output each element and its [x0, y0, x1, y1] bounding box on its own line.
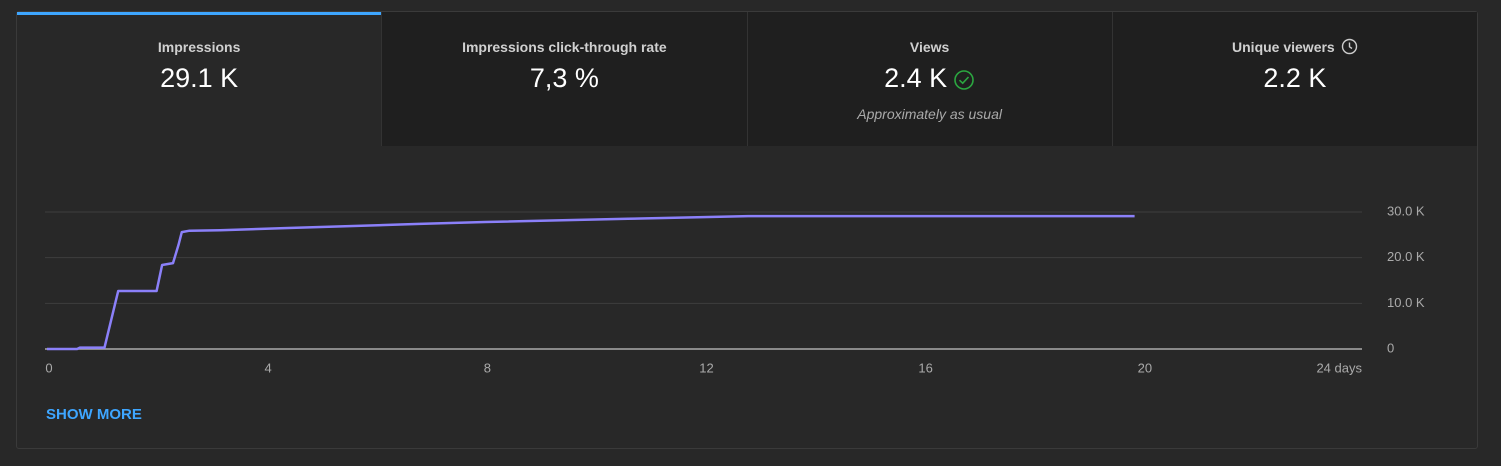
chart: 0 10.0 K 20.0 K 30.0 K 0 4 8 12 16 20 24 days: [45, 203, 1425, 375]
y-tick-label: 30.0 K: [1387, 203, 1425, 218]
metric-tab[interactable]: Views 2.4 K Approximately as usual: [746, 12, 1112, 146]
analytics-card: Impressions 29.1 K Impressions click-thr…: [16, 11, 1478, 449]
metric-label: Impressions click-through rate: [462, 39, 667, 55]
metric-value-row: 2.4 K: [748, 63, 1112, 94]
check-icon: [954, 70, 974, 90]
x-tick-label: 16: [918, 360, 932, 375]
x-tick-label: 20: [1138, 360, 1152, 375]
y-tick-label: 0: [1387, 340, 1394, 355]
metric-tab[interactable]: Impressions click-through rate 7,3 %: [381, 12, 747, 146]
show-more-link[interactable]: SHOW MORE: [46, 406, 142, 423]
metric-value: 2.2 K: [1263, 63, 1327, 94]
metric-value: 2.4 K: [884, 63, 948, 93]
metric-label: Impressions: [157, 39, 241, 55]
metric-note: Approximately as usual: [857, 106, 1002, 122]
x-tick-label: 12: [699, 360, 713, 375]
x-tick-label: 0: [45, 360, 52, 375]
metric-value: 29.1 K: [160, 63, 239, 93]
x-tick-label: 8: [484, 360, 491, 375]
clock-icon[interactable]: [1341, 38, 1358, 55]
y-tick-label: 10.0 K: [1387, 295, 1425, 310]
metric-tab[interactable]: Impressions 29.1 K: [17, 12, 382, 146]
metric-value: 7,3 %: [529, 63, 599, 93]
metric-label: Views: [909, 39, 950, 55]
x-tick-label: 24 days: [1316, 360, 1362, 375]
data-line: [47, 214, 1135, 351]
x-tick-label: 4: [265, 360, 272, 375]
metric-label: Unique viewers: [1232, 39, 1335, 55]
metric-label-row: Unique viewers: [1113, 39, 1477, 55]
metric-tab[interactable]: Unique viewers 2.2 K: [1111, 12, 1477, 146]
y-tick-label: 20.0 K: [1387, 249, 1425, 264]
metric-tabs: Impressions 29.1 K Impressions click-thr…: [17, 12, 1477, 146]
